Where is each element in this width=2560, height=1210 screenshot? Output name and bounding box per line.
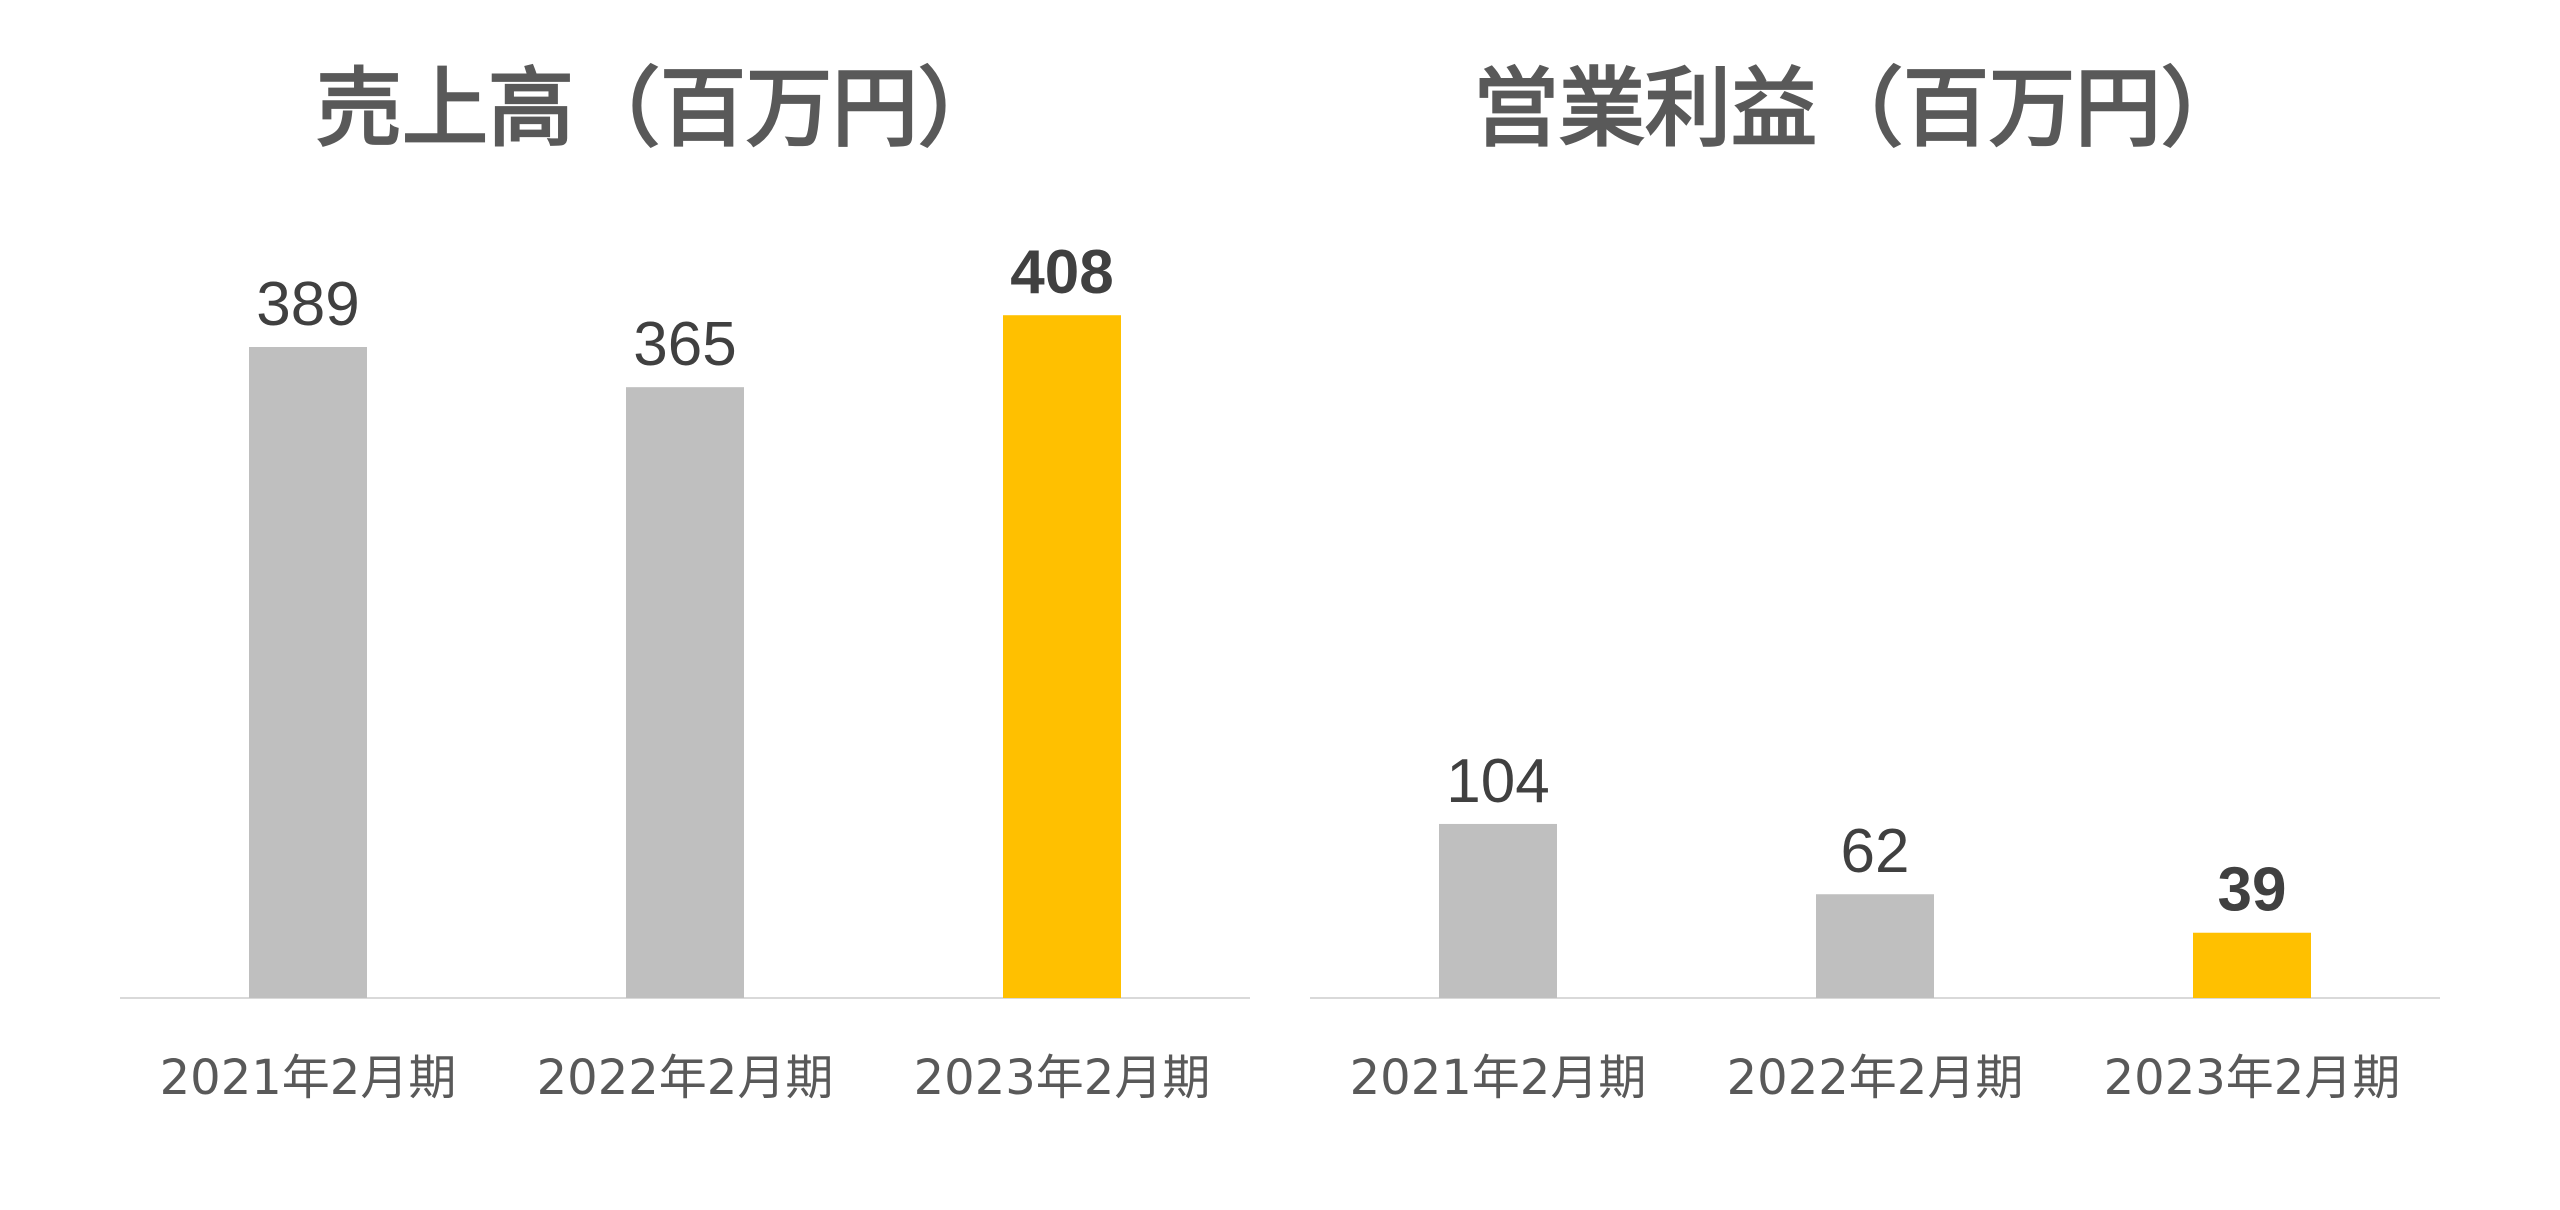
- operating-profit-bar-1: [1816, 894, 1934, 998]
- operating-profit-bar-0: [1439, 823, 1557, 998]
- operating-profit-bar-2: [2193, 932, 2311, 998]
- operating-profit-tick-label-0: 2021年2月期: [1350, 1050, 1647, 1106]
- operating-profit-data-label-2: 39: [2218, 856, 2287, 925]
- operating-profit-data-label-1: 62: [1841, 817, 1910, 886]
- sales-data-label-1: 365: [633, 310, 736, 379]
- operating-profit-chart: 営業利益（百万円） 104 62 39 2021年2月期 2022年2月期 2023年2…: [1310, 59, 2440, 1106]
- sales-chart: 売上高（百万円） 389 365 408 2021年2月期 2022年2月期 2023年…: [120, 59, 1250, 1106]
- sales-bar-0: [249, 347, 367, 998]
- sales-bars: [249, 315, 1121, 998]
- operating-profit-data-label-0: 104: [1446, 747, 1549, 816]
- sales-tick-label-2: 2023年2月期: [914, 1050, 1211, 1106]
- sales-tick-label-1: 2022年2月期: [537, 1050, 834, 1106]
- operating-profit-tick-label-2: 2023年2月期: [2104, 1050, 2401, 1106]
- operating-profit-data-labels: 104 62 39: [1446, 747, 2286, 925]
- sales-data-label-0: 389: [256, 270, 359, 339]
- sales-tick-labels: 2021年2月期 2022年2月期 2023年2月期: [160, 1050, 1211, 1106]
- sales-bar-2: [1003, 315, 1121, 998]
- sales-bar-1: [626, 387, 744, 998]
- sales-tick-label-0: 2021年2月期: [160, 1050, 457, 1106]
- operating-profit-tick-labels: 2021年2月期 2022年2月期 2023年2月期: [1350, 1050, 2401, 1106]
- operating-profit-chart-title: 営業利益（百万円）: [1473, 59, 2247, 159]
- sales-data-label-2: 408: [1010, 238, 1113, 307]
- sales-chart-title: 売上高（百万円）: [316, 59, 1004, 159]
- sales-data-labels: 389 365 408: [256, 238, 1113, 379]
- operating-profit-tick-label-1: 2022年2月期: [1727, 1050, 2024, 1106]
- operating-profit-bars: [1439, 823, 2311, 998]
